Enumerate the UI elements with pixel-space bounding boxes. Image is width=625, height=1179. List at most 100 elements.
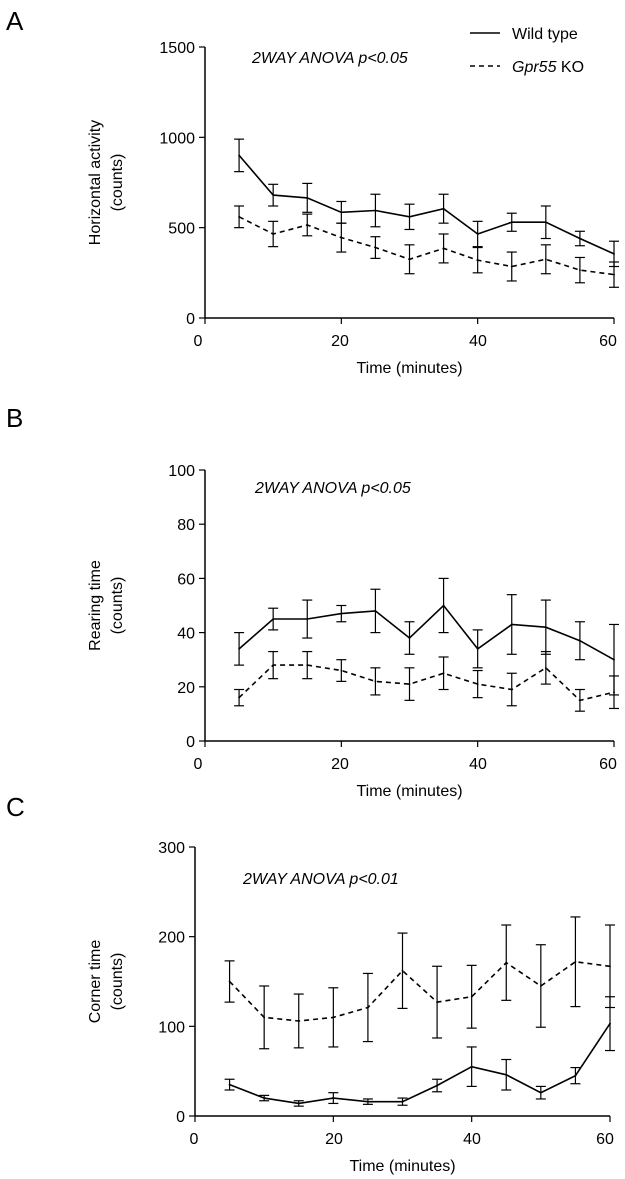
y-tick-label: 100 <box>158 1019 185 1036</box>
series-wild-type-line <box>238 154 615 255</box>
data-point <box>544 626 547 629</box>
data-point <box>510 623 513 626</box>
data-point <box>401 969 404 972</box>
data-point <box>442 247 445 250</box>
y-tick-label: 0 <box>186 311 195 328</box>
data-point <box>510 688 513 691</box>
data-point <box>374 610 377 612</box>
y-tick-label: 200 <box>158 930 185 947</box>
series-wild-type <box>234 577 619 696</box>
y-axis-title: Corner time <box>87 940 104 1024</box>
data-point <box>544 666 547 669</box>
y-tick-label: 0 <box>176 1109 185 1126</box>
data-point <box>367 1100 369 1103</box>
x-tick-label: 20 <box>331 756 349 773</box>
x-tick-label: 20 <box>325 1131 343 1148</box>
data-point <box>436 1084 438 1087</box>
data-point <box>332 1016 335 1019</box>
data-point <box>408 637 411 639</box>
y-tick-label: 1500 <box>159 40 195 57</box>
data-point <box>272 664 275 667</box>
data-point <box>579 699 581 702</box>
y-tick-label: 1000 <box>159 130 195 147</box>
x-axis-title: Time (minutes) <box>356 783 462 800</box>
x-tick-label: 40 <box>469 333 487 350</box>
data-point <box>442 672 445 675</box>
data-point <box>579 639 581 642</box>
series-gpr55-ko <box>234 205 619 288</box>
series-wild-type-line <box>229 1023 611 1105</box>
x-tick-label: 60 <box>596 1131 614 1148</box>
data-point <box>505 1073 508 1076</box>
data-point <box>574 960 577 963</box>
data-point <box>470 1065 473 1068</box>
data-point <box>574 1074 577 1077</box>
data-point <box>476 233 479 235</box>
legend-ko-gene: Gpr55 <box>512 59 557 76</box>
data-point <box>332 1097 335 1099</box>
y-tick-label: 80 <box>177 517 195 534</box>
data-point <box>408 258 411 261</box>
data-point <box>609 1022 611 1025</box>
anova-annotation: 2WAY ANOVA p<0.05 <box>254 480 411 497</box>
data-point <box>306 664 309 667</box>
anova-annotation: 2WAY ANOVA p<0.01 <box>242 871 399 888</box>
series-gpr55-ko <box>234 650 619 712</box>
data-point <box>306 224 309 226</box>
legend-label-ko: Gpr55 KO <box>512 59 584 76</box>
data-point <box>228 1083 231 1086</box>
data-point <box>263 1097 266 1099</box>
data-point <box>505 961 508 964</box>
x-tick-label: 0 <box>190 1131 199 1148</box>
data-point <box>272 233 275 235</box>
data-point <box>401 1100 404 1103</box>
data-point <box>238 215 240 218</box>
x-axis-title: Time (minutes) <box>356 360 462 377</box>
x-axis-title: Time (minutes) <box>349 1158 455 1175</box>
panel-letter: A <box>6 6 24 36</box>
data-point <box>238 154 240 157</box>
series-wild-type-line <box>238 604 615 661</box>
panel-letter: C <box>6 792 25 822</box>
chart-panel-a: A 0 500 1000 1500 0 20 40 60 Time (minutes) Horizo… <box>6 6 619 377</box>
y-axis-title: (counts) <box>109 953 126 1011</box>
data-point <box>374 209 377 212</box>
chart-panel-b: B 0 20 40 60 80 100 0 20 40 60 Time (minutes) Rearin… <box>6 403 619 800</box>
data-point <box>367 1006 369 1009</box>
data-point <box>374 246 377 249</box>
data-point <box>263 1016 266 1019</box>
legend-label-wild-type: Wild type <box>512 26 578 43</box>
y-tick-label: 500 <box>168 221 195 238</box>
y-tick-label: 300 <box>158 840 185 857</box>
data-point <box>408 215 411 218</box>
data-point <box>340 612 343 615</box>
data-point <box>297 1020 300 1022</box>
data-point <box>539 985 542 987</box>
data-point <box>539 1091 542 1094</box>
data-point <box>272 618 275 620</box>
series-gpr55-ko-line <box>238 664 615 702</box>
data-point <box>340 211 343 214</box>
y-tick-label: 20 <box>177 680 195 697</box>
y-tick-label: 0 <box>186 734 195 751</box>
panel-letter: B <box>6 403 23 433</box>
x-tick-label: 60 <box>599 756 617 773</box>
y-axis-title: (counts) <box>109 577 126 635</box>
data-point <box>436 1001 438 1004</box>
legend: Wild type Gpr55 KO <box>470 26 584 76</box>
data-point <box>238 696 240 699</box>
data-point <box>374 680 377 683</box>
data-point <box>476 259 479 262</box>
y-axis-title: Rearing time <box>87 560 104 651</box>
x-tick-label: 40 <box>469 756 487 773</box>
y-tick-label: 60 <box>177 571 195 588</box>
y-axis-title: Horizontal activity <box>87 120 104 245</box>
data-point <box>470 995 473 998</box>
data-point <box>442 604 445 607</box>
x-tick-label: 0 <box>194 756 203 773</box>
x-tick-label: 60 <box>599 333 617 350</box>
data-point <box>613 252 615 255</box>
data-point <box>306 196 309 199</box>
data-point <box>544 221 547 224</box>
